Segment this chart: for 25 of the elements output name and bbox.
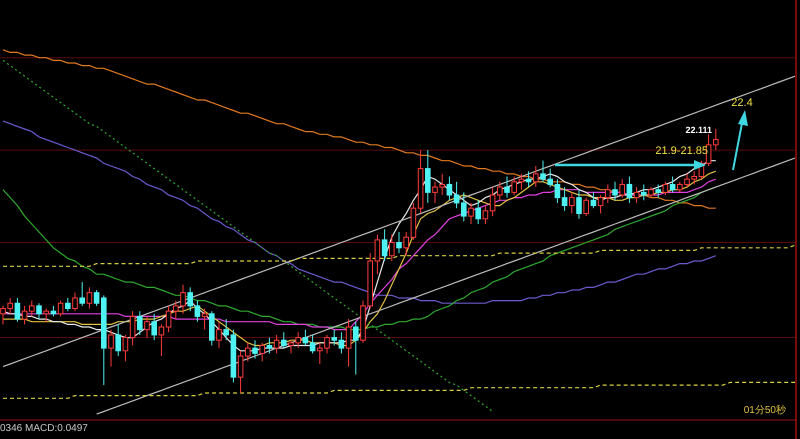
candlestick [670,176,676,193]
candlestick [130,310,136,346]
candlestick [626,176,632,204]
candlestick [346,318,352,368]
annotation: 22.111 [685,125,712,135]
candlestick [641,184,647,201]
text: 22.4 [731,97,753,109]
text: 0346 MACD:0.0497 [0,423,88,434]
candlestick [353,321,359,376]
candlestick [209,310,215,346]
candlestick [202,308,208,330]
text: 01分50秒 [744,404,786,416]
candlestick [389,234,395,262]
candlestick [108,329,114,368]
candlestick [266,337,272,354]
candlestick [79,282,85,306]
candlestick [634,186,640,204]
candlestick [576,189,582,220]
candlestick [382,228,388,262]
candlestick [562,186,568,212]
candlestick [216,321,222,349]
candlestick [137,310,143,336]
candlestick [446,176,452,201]
candlestick [418,150,424,214]
candlestick [425,150,431,204]
